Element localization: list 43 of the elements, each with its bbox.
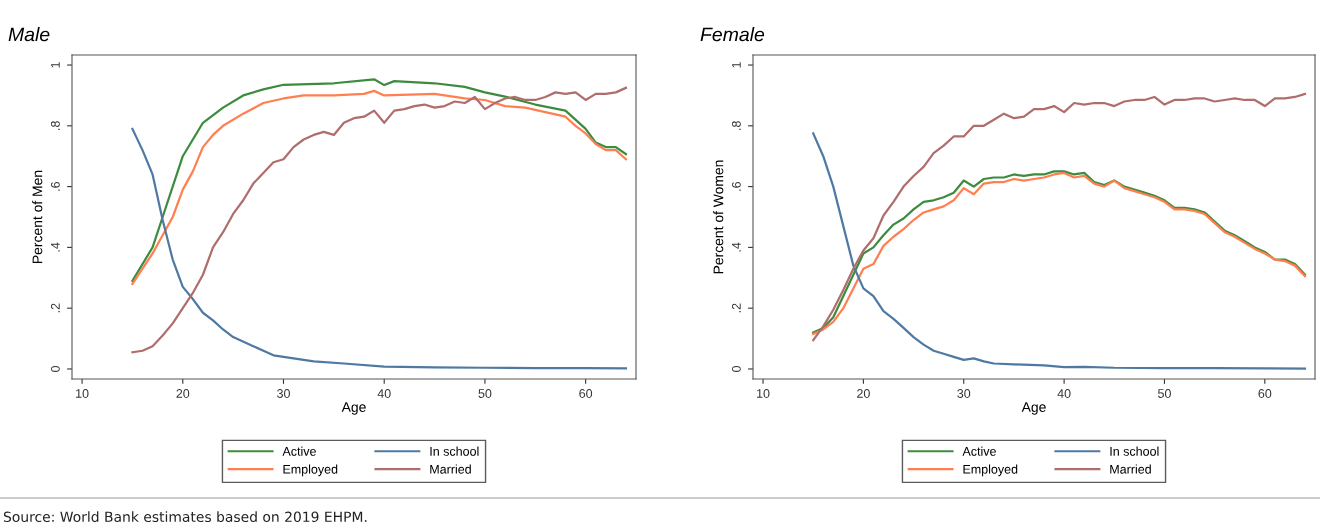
x-tick-label: 60 [579, 389, 593, 398]
x-tick-label: 40 [1057, 389, 1071, 398]
y-tick-label: .8 [731, 121, 741, 130]
legend-label: Employed [963, 464, 1018, 477]
y-tick-label: .4 [51, 242, 60, 252]
y-axis-title: Percent of Women [713, 160, 724, 274]
x-tick-label: 60 [1258, 389, 1272, 398]
chart-title: Female [700, 27, 765, 42]
x-tick-label: 30 [277, 389, 290, 398]
legend-label: Active [962, 446, 996, 456]
y-tick-label: 1 [732, 62, 741, 68]
line-series [131, 86, 628, 354]
legend-label: Active [282, 446, 316, 456]
x-tick-label: 50 [478, 389, 492, 398]
legend-label: Employed [283, 464, 338, 477]
y-tick-label: .6 [50, 181, 60, 191]
x-tick-label: 20 [857, 389, 870, 398]
line-series [131, 127, 628, 370]
x-tick-label: 30 [957, 389, 971, 398]
x-axis-title: Age [341, 402, 366, 415]
x-tick-label: 10 [76, 389, 89, 398]
chart-title: Male [8, 27, 50, 42]
legend-label: In school [430, 446, 479, 456]
legend-label: Married [430, 464, 471, 474]
legend-label: In school [1110, 446, 1159, 456]
x-tick-label: 10 [757, 389, 770, 398]
y-tick-label: 0 [50, 365, 60, 372]
y-tick-label: .2 [50, 303, 60, 313]
x-axis-title: Age [1021, 402, 1046, 415]
y-tick-label: .8 [50, 121, 60, 130]
legend-label: Married [1110, 464, 1151, 474]
line-series [812, 92, 1307, 342]
y-tick-label: .4 [732, 242, 741, 252]
y-tick-label: 1 [51, 62, 60, 68]
x-tick-label: 40 [377, 389, 391, 398]
line-series [812, 132, 1307, 370]
y-axis-title: Percent of Men [32, 170, 43, 263]
x-tick-label: 50 [1158, 389, 1171, 398]
y-tick-label: .2 [731, 303, 741, 313]
source-note: Source: World Bank estimates based on 2019 EHPM. [3, 511, 367, 523]
y-tick-label: 0 [731, 365, 741, 372]
x-tick-label: 20 [176, 389, 190, 398]
y-tick-label: .6 [731, 181, 741, 191]
